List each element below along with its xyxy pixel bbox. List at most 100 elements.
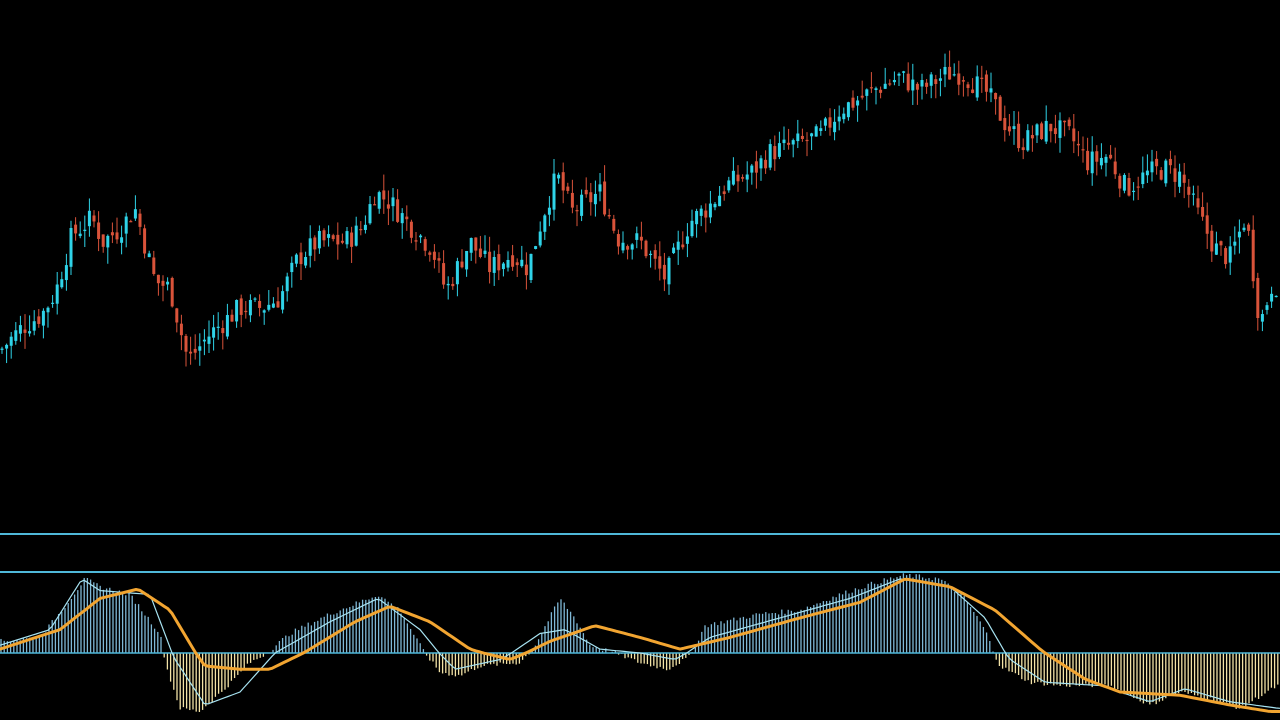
candle xyxy=(800,128,804,142)
candle-body xyxy=(915,83,919,90)
candle xyxy=(64,253,68,291)
candle-body xyxy=(446,283,450,286)
candle xyxy=(538,221,542,248)
candle xyxy=(736,165,740,192)
candle-body xyxy=(1141,172,1145,185)
candle xyxy=(685,223,689,258)
candle xyxy=(216,312,220,340)
candle-body xyxy=(350,232,354,247)
candle-body xyxy=(814,126,818,137)
candle xyxy=(161,275,165,302)
candle-body xyxy=(994,92,998,100)
candle xyxy=(787,128,791,150)
candle xyxy=(754,150,758,189)
candle xyxy=(971,78,975,94)
candle-body xyxy=(1224,248,1228,265)
candle xyxy=(552,159,556,221)
candle xyxy=(773,135,777,171)
candle-body xyxy=(685,236,689,244)
candle xyxy=(580,189,584,222)
candle-body xyxy=(534,246,538,249)
candle xyxy=(115,217,119,244)
candle-body xyxy=(800,135,804,139)
candle xyxy=(138,209,142,235)
candle xyxy=(184,333,188,367)
candle-body xyxy=(998,96,1002,121)
candle-body xyxy=(957,73,961,85)
candle-body xyxy=(55,284,59,304)
candle-body xyxy=(428,252,432,255)
candle xyxy=(262,309,266,325)
candle xyxy=(718,186,722,207)
candle xyxy=(1274,295,1278,298)
candle xyxy=(906,62,910,93)
candle-body xyxy=(695,210,699,225)
candle xyxy=(501,262,505,277)
candle xyxy=(455,257,459,297)
candle-body xyxy=(952,74,956,76)
candle-body xyxy=(138,213,142,227)
candle-body xyxy=(1081,149,1085,151)
candle xyxy=(1150,149,1154,182)
candle-body xyxy=(23,329,27,333)
candle-body xyxy=(1256,277,1260,319)
candle-body xyxy=(676,241,680,250)
candle xyxy=(267,290,271,312)
candle xyxy=(124,212,128,248)
candle-body xyxy=(851,97,855,108)
candle xyxy=(212,314,216,351)
candle xyxy=(69,220,73,275)
candle-body xyxy=(110,232,114,236)
candle-body xyxy=(373,204,377,206)
candle xyxy=(322,228,326,247)
candle xyxy=(317,225,321,254)
candle-body xyxy=(37,316,41,324)
candle xyxy=(170,276,174,308)
candle-body xyxy=(842,113,846,120)
candle xyxy=(239,294,243,328)
candle xyxy=(929,72,933,99)
candle xyxy=(198,333,202,366)
candle-body xyxy=(382,190,386,200)
candle xyxy=(465,250,469,277)
candle-body xyxy=(639,236,643,241)
candle-body xyxy=(202,339,206,342)
candle xyxy=(1155,151,1159,175)
candle-body xyxy=(1067,119,1071,127)
candle-body xyxy=(906,73,910,91)
candle xyxy=(97,211,101,252)
candle xyxy=(469,237,473,261)
candle xyxy=(980,65,984,93)
candle-body xyxy=(718,195,722,207)
candle xyxy=(1067,117,1071,131)
candle xyxy=(1219,240,1223,256)
candle xyxy=(37,309,41,328)
candle xyxy=(920,73,924,100)
candle xyxy=(506,251,510,272)
candle-body xyxy=(253,298,257,300)
candle-body xyxy=(722,191,726,195)
candle xyxy=(699,205,703,227)
candle xyxy=(345,226,349,249)
candle xyxy=(377,190,381,214)
candle xyxy=(708,190,712,224)
candle xyxy=(1205,202,1209,249)
candle-body xyxy=(805,139,809,142)
price-panel xyxy=(0,50,1278,367)
candle-body xyxy=(152,257,156,274)
candle-body xyxy=(235,299,239,322)
candle-body xyxy=(1007,126,1011,132)
candle-body xyxy=(552,173,556,210)
candle xyxy=(639,221,643,250)
candle-body xyxy=(1201,206,1205,217)
candle-body xyxy=(9,336,13,346)
candle-body xyxy=(78,233,82,237)
candle xyxy=(405,205,409,231)
candle-body xyxy=(787,142,791,145)
candle xyxy=(667,256,671,295)
candle xyxy=(819,120,823,136)
candle xyxy=(189,336,193,365)
candle xyxy=(1233,226,1237,255)
candle xyxy=(1122,173,1126,194)
candle-body xyxy=(478,248,482,257)
